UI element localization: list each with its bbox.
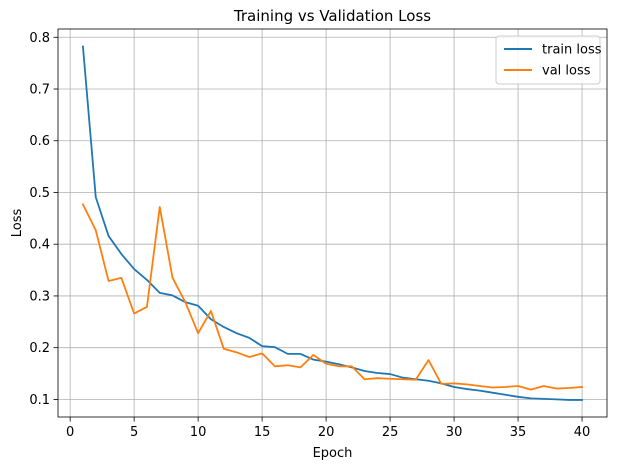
series-line-train-loss — [81, 45, 583, 401]
y-tick-label: 0.5 — [29, 186, 50, 201]
y-tick-label: 0.2 — [29, 341, 50, 356]
x-tick-label: 10 — [190, 425, 207, 440]
x-tick-label: 15 — [254, 425, 271, 440]
y-axis-label: Loss — [10, 209, 25, 238]
y-tick-label: 0.7 — [29, 83, 50, 98]
grid — [58, 29, 607, 417]
x-tick-label: 40 — [574, 425, 591, 440]
y-tick-label: 0.3 — [29, 289, 50, 304]
y-tick-label: 0.6 — [29, 134, 50, 149]
legend: train loss val loss — [495, 35, 602, 85]
x-tick-label: 0 — [66, 425, 74, 440]
chart-title: Training vs Validation Loss — [233, 7, 431, 25]
x-axis-label: Epoch — [313, 446, 353, 461]
plot-frame — [57, 28, 608, 418]
series-lines — [81, 45, 584, 401]
x-tick-label: 25 — [382, 425, 399, 440]
y-tick-label: 0.4 — [29, 238, 50, 253]
x-tick-label: 30 — [446, 425, 463, 440]
x-axis-ticks: 0 5 10 15 20 25 30 35 40 — [66, 417, 590, 440]
legend-label-train-loss: train loss — [542, 43, 602, 58]
y-axis-ticks: 0.1 0.2 0.3 0.4 0.5 0.6 0.7 0.8 — [29, 31, 58, 408]
x-tick-label: 5 — [130, 425, 138, 440]
y-tick-label: 0.8 — [29, 31, 50, 46]
x-tick-label: 35 — [510, 425, 527, 440]
y-tick-label: 0.1 — [29, 393, 50, 408]
legend-label-val-loss: val loss — [542, 64, 591, 79]
x-tick-label: 20 — [318, 425, 335, 440]
series-line-val-loss — [81, 203, 584, 391]
